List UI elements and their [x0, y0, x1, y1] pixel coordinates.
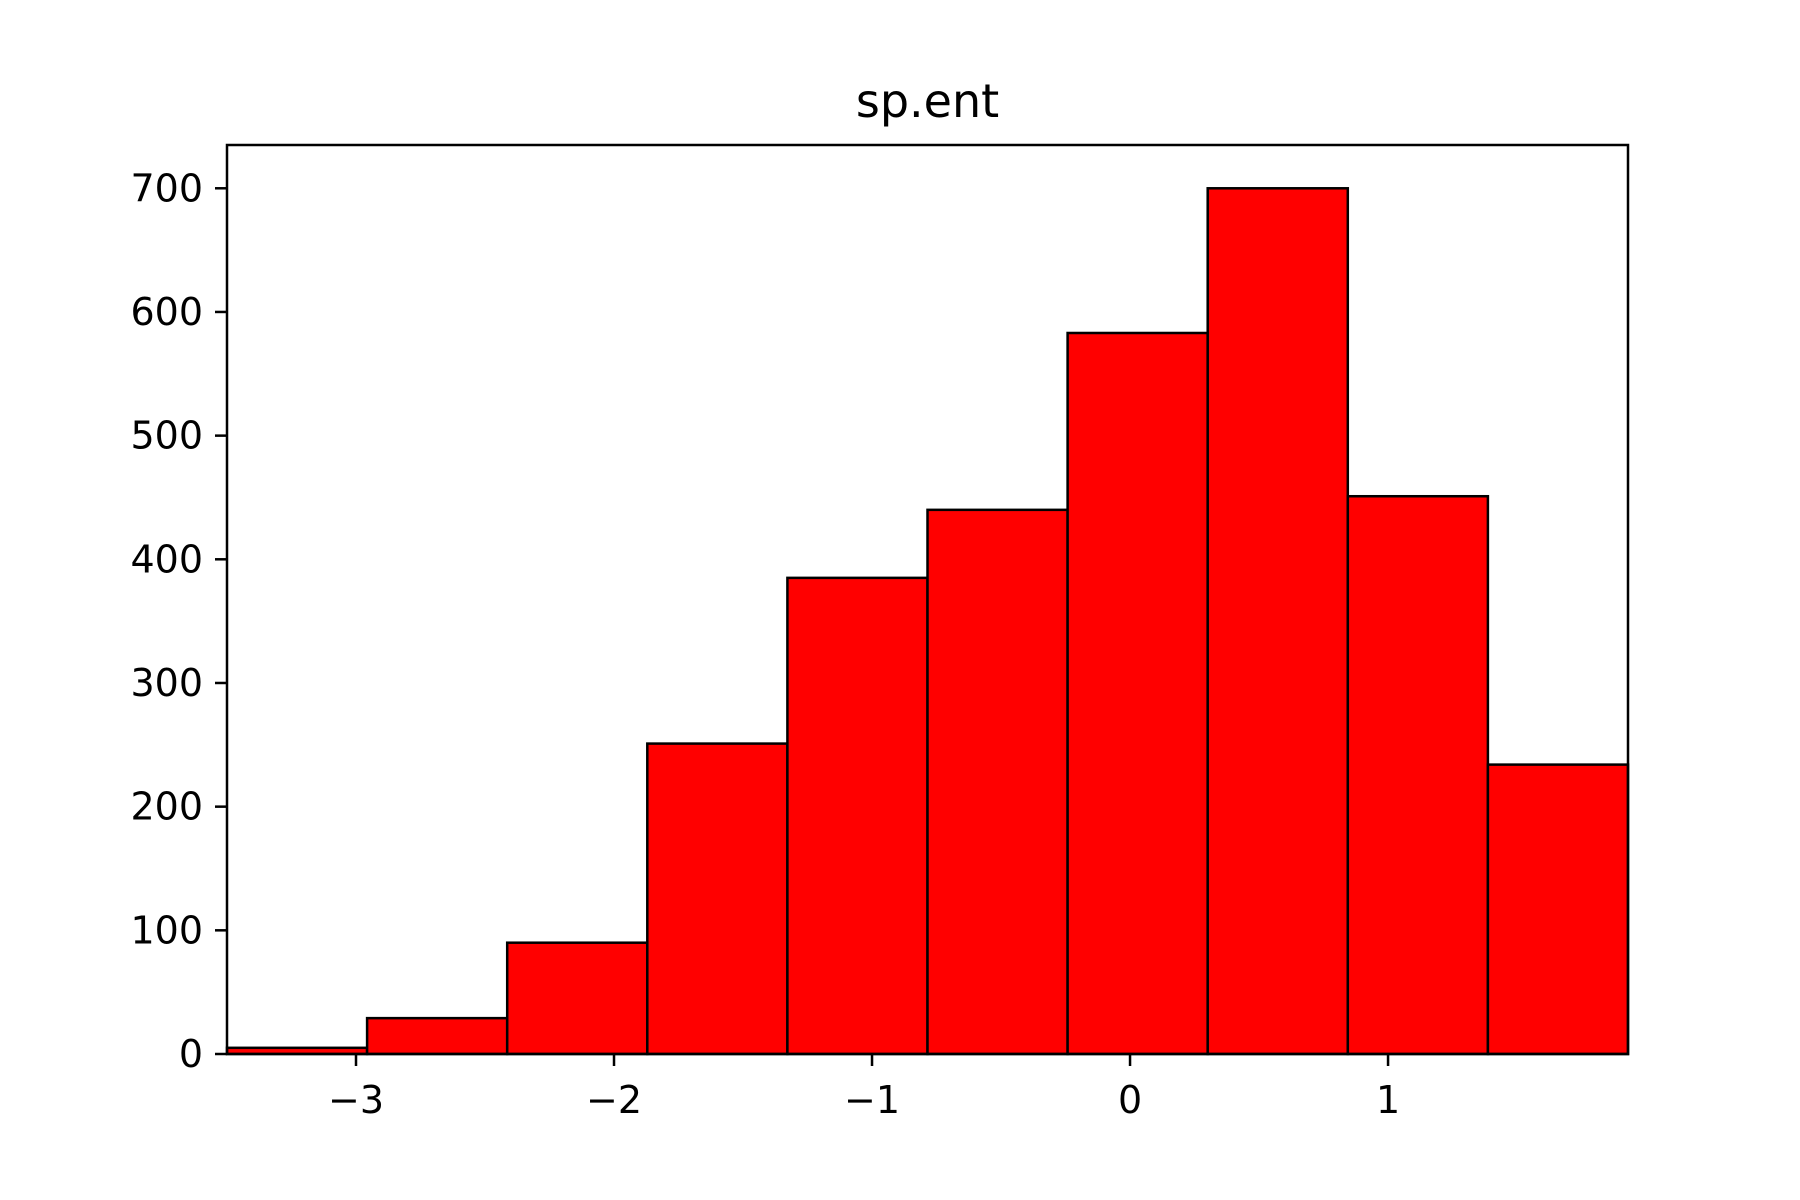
x-axis: −3 −2 −1 0 1	[328, 1054, 1400, 1122]
bars-layer	[225, 187, 1630, 1056]
histogram-bar-4	[786, 576, 929, 1056]
x-tick-label: −3	[328, 1078, 384, 1122]
histogram-bar-6	[1066, 331, 1209, 1056]
y-tick-label: 200	[130, 785, 203, 829]
chart-title: sp.ent	[856, 74, 999, 128]
x-tick-label: −1	[844, 1078, 900, 1122]
histogram-bar-9	[1486, 763, 1630, 1056]
plot-frame	[225, 143, 1630, 1056]
x-tick-label: 0	[1118, 1078, 1142, 1122]
y-axis: 0 100 200 300 400 500 600 700	[130, 166, 227, 1076]
y-tick-label: 500	[130, 414, 203, 458]
histogram-bar-5	[926, 508, 1069, 1056]
y-tick-label: 0	[179, 1032, 203, 1076]
y-tick-label: 300	[130, 661, 203, 705]
histogram-bar-2	[505, 941, 649, 1056]
x-tick-label: 1	[1376, 1078, 1400, 1122]
histogram-bar-7	[1206, 187, 1350, 1056]
y-tick-label: 100	[130, 908, 203, 952]
x-tick-label: −2	[586, 1078, 642, 1122]
y-tick-label: 700	[130, 166, 203, 210]
y-tick-label: 600	[130, 290, 203, 334]
histogram-bar-3	[646, 742, 789, 1056]
histogram-bar-1	[365, 1016, 509, 1056]
y-tick-label: 400	[130, 537, 203, 581]
histogram-bar-8	[1346, 494, 1490, 1056]
